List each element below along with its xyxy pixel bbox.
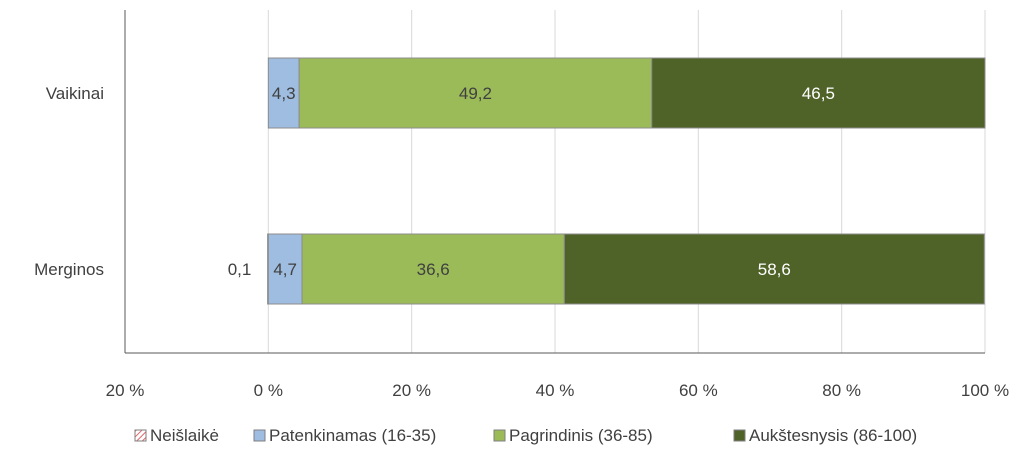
bar-segment (301, 233, 565, 305)
x-tick-label: 20 % (392, 381, 431, 400)
legend-swatch (733, 429, 746, 442)
legend: Neišlaikė Patenkinamas (16-35) Pagrindinis… (134, 426, 917, 445)
x-tick-label: 100 % (961, 381, 1009, 400)
legend-swatch (253, 429, 266, 442)
bar-segment (563, 233, 985, 305)
legend-swatch (134, 429, 147, 442)
legend-label: Neišlaikė (150, 426, 219, 445)
bar-segment (267, 233, 303, 305)
data-label: 36,6 (417, 260, 450, 279)
axes (124, 10, 985, 354)
x-tick-label: 80 % (822, 381, 861, 400)
category-label: Vaikinai (46, 84, 104, 103)
data-label: 0,1 (228, 260, 252, 279)
category-label: Merginos (34, 260, 104, 279)
bars (267, 57, 986, 305)
bar-segment (267, 57, 300, 129)
data-label: 49,2 (459, 84, 492, 103)
legend-label: Patenkinamas (16-35) (269, 426, 436, 445)
legend-label: Pagrindinis (36-85) (509, 426, 653, 445)
bar-segment (651, 57, 986, 129)
legend-swatch (493, 429, 506, 442)
labels: 20 % 0 % 20 % 40 % 60 % 80 % 100 % Vaikinai Merg… (34, 84, 1009, 400)
x-tick-label: 60 % (679, 381, 718, 400)
legend-label: Aukštesnysis (86-100) (749, 426, 917, 445)
data-label: 46,5 (802, 84, 835, 103)
data-label: 4,7 (273, 260, 297, 279)
data-label: 4,3 (272, 84, 296, 103)
data-label: 58,6 (758, 260, 791, 279)
x-tick-label: 20 % (106, 381, 145, 400)
x-tick-label: 0 % (254, 381, 283, 400)
x-tick-label: 40 % (536, 381, 575, 400)
